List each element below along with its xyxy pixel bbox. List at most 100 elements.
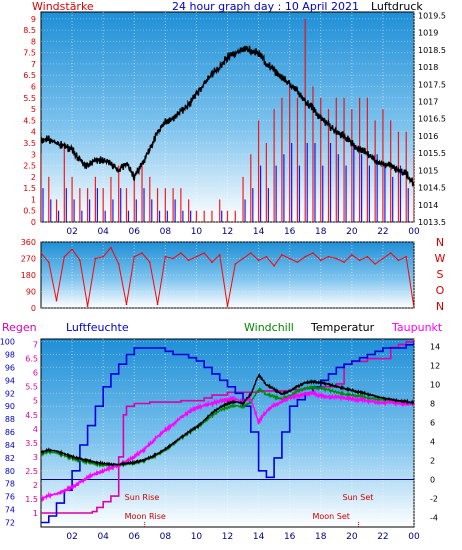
rain-line — [41, 339, 414, 514]
wind-direction-point — [110, 246, 112, 249]
p1-wind-tick-label: 1.5 — [23, 184, 36, 193]
sun-set-label: Sun Set — [342, 493, 373, 502]
p1-x-tick-label: 06 — [129, 227, 141, 237]
p3-humidity-tick-label: 84 — [5, 441, 15, 450]
windchill-line — [41, 384, 414, 469]
p3-x-tick-label: 14 — [253, 532, 265, 542]
wind-direction-point — [86, 305, 89, 307]
p1-wind-tick-label: 4 — [31, 128, 36, 137]
wind-direction-point — [242, 257, 244, 260]
p1-wind-tick-label: 3 — [31, 150, 36, 159]
p3-humidity-tick-label: 72 — [5, 518, 15, 527]
wind-direction-point — [312, 252, 314, 254]
p1-wind-tick-label: 1 — [31, 195, 36, 204]
p1-wind-tick-label: 8 — [31, 37, 36, 46]
p3-humidity-tick-label: 90 — [5, 402, 15, 411]
p2-compass-label: N — [436, 236, 444, 249]
p2-compass-label: S — [437, 268, 444, 281]
p1-pressure-tick-label: 1014 — [418, 201, 438, 210]
p1-pressure-tick-label: 1019.5 — [418, 11, 446, 20]
wind-direction-point — [218, 254, 221, 256]
p2-direction-tick-label: 270 — [21, 255, 36, 264]
p1-pressure-tick-label: 1017 — [418, 98, 438, 107]
p2-compass-label: W — [435, 252, 446, 265]
wind-direction-point — [172, 257, 174, 260]
wind-direction-point — [71, 248, 73, 251]
p1-wind-tick-label: 9 — [31, 15, 36, 24]
p3-temp-tick-label: -2 — [430, 495, 438, 504]
wind-direction-point — [374, 263, 376, 265]
wind-direction-point — [358, 259, 361, 262]
p1-wind-tick-label: 7.5 — [23, 49, 36, 58]
wind-direction-point — [125, 303, 128, 306]
p3-x-tick-label: 04 — [97, 532, 109, 542]
p3-x-tick-label: 08 — [160, 532, 172, 542]
p1-wind-tick-label: 5.5 — [23, 94, 36, 103]
sun-rise-label: Sun Rise — [125, 493, 160, 502]
wind-direction-point — [117, 263, 120, 265]
wind-direction-point — [343, 261, 345, 263]
p3-humidity-tick-label: 88 — [5, 415, 15, 424]
legend-windchill: Windchill — [244, 321, 294, 334]
p3-temp-tick-label: 4 — [430, 438, 435, 447]
p3-humidity-tick-label: 86 — [5, 428, 15, 437]
p1-wind-tick-label: 0.5 — [23, 207, 36, 216]
wind-direction-point — [156, 303, 159, 306]
p1-wind-tick-label: 8.5 — [23, 26, 36, 35]
p1-x-tick-label: 16 — [284, 227, 296, 237]
p3-humidity-tick-label: 80 — [5, 467, 15, 476]
p1-x-tick-label: 04 — [97, 227, 109, 237]
p3-x-tick-label: 06 — [129, 532, 141, 542]
wind-direction-point — [180, 252, 182, 254]
wind-direction-point — [366, 255, 369, 258]
wind-direction-point — [164, 255, 167, 258]
wind-direction-point — [148, 261, 151, 263]
p1-x-tick-label: 08 — [160, 227, 172, 237]
wind-direction-point — [319, 259, 322, 262]
p3-x-tick-label: 12 — [222, 532, 233, 542]
p3-rain-tick-label: 1 — [33, 509, 38, 518]
p3-rain-tick-label: 5.5 — [25, 383, 38, 392]
p1-wind-tick-label: 0 — [31, 218, 36, 227]
wind-direction-point — [79, 259, 81, 262]
p3-temp-tick-label: 6 — [430, 419, 435, 428]
p1-pressure-tick-label: 1015 — [418, 166, 438, 175]
p3-x-tick-label: 10 — [191, 532, 203, 542]
p2-direction-tick-label: 360 — [21, 238, 36, 247]
p1-x-tick-label: 22 — [377, 227, 388, 237]
p1-x-tick-label: 20 — [346, 227, 358, 237]
wind-direction-point — [47, 261, 50, 263]
p3-x-tick-label: 22 — [377, 532, 388, 542]
humidity-line — [41, 341, 414, 524]
p1-pressure-tick-label: 1018.5 — [418, 46, 446, 55]
p3-humidity-tick-label: 94 — [5, 376, 15, 385]
p1-wind-tick-label: 6.5 — [23, 71, 36, 80]
left-axis-title-windstaerke: Windstärke — [32, 0, 94, 13]
p3-rain-tick-label: 2 — [33, 481, 38, 490]
wind-direction-point — [273, 265, 275, 267]
p2-direction-tick-label: 180 — [21, 271, 36, 280]
p2-direction-tick-label: 90 — [26, 288, 36, 297]
p1-wind-tick-label: 4.5 — [23, 116, 36, 125]
wind-direction-point — [413, 307, 414, 308]
wind-direction-point — [234, 263, 237, 265]
p1-pressure-tick-label: 1017.5 — [418, 80, 446, 89]
p1-wind-tick-label: 5 — [31, 105, 36, 114]
legend-regen: Regen — [2, 321, 37, 334]
wind-direction-point — [63, 255, 66, 258]
p3-rain-tick-label: 5 — [33, 397, 38, 406]
wind-direction-point — [94, 257, 97, 260]
wind-direction-point — [257, 259, 260, 262]
wind-direction-point — [133, 255, 136, 258]
wind-direction-point — [405, 255, 408, 258]
p2-compass-label: O — [436, 284, 445, 297]
temperature-line — [41, 372, 414, 467]
p3-humidity-tick-label: 78 — [5, 480, 15, 489]
p1-pressure-tick-label: 1014.5 — [418, 184, 446, 193]
p3-humidity-tick-label: 74 — [5, 506, 15, 515]
p3-rain-tick-label: 7 — [33, 341, 38, 350]
p3-humidity-tick-label: 100 — [0, 338, 15, 347]
p3-x-tick-label: 16 — [284, 532, 296, 542]
wind-direction-point — [382, 257, 384, 260]
p3-rain-tick-label: 6.5 — [25, 355, 38, 364]
